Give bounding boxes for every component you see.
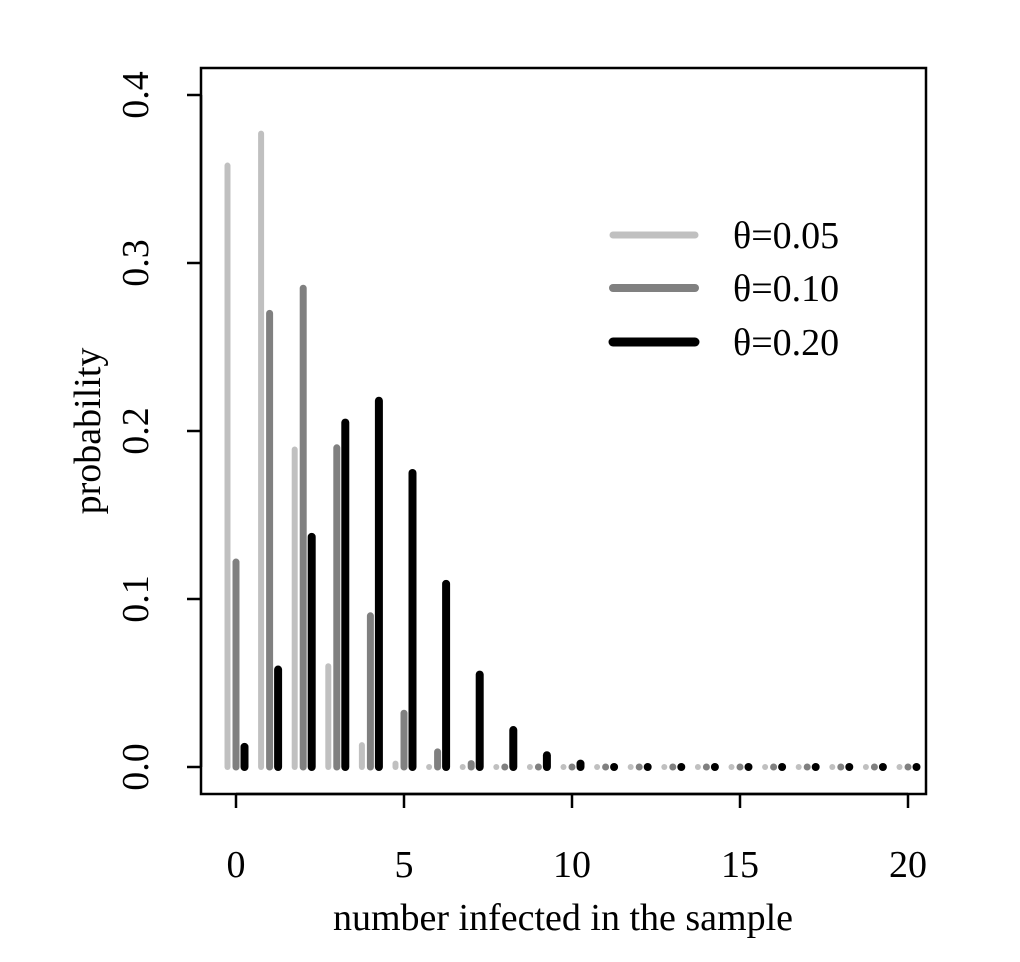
bars-group (224, 130, 921, 771)
x-tick-label: 0 (227, 844, 246, 886)
legend: θ=0.05 θ=0.10 θ=0.20 (608, 215, 839, 364)
x-tick-label: 5 (395, 844, 414, 886)
y-axis: 0.0 0.1 0.2 0.3 0.4 (115, 71, 203, 791)
x-tick-label: 10 (553, 844, 591, 886)
legend-label-series1: θ=0.05 (733, 215, 839, 257)
x-tick-label: 20 (889, 844, 927, 886)
x-axis-title: number infected in the sample (333, 897, 793, 939)
y-tick-label: 0.1 (115, 575, 157, 623)
legend-label-series3: θ=0.20 (733, 322, 839, 364)
y-tick-label: 0.0 (115, 743, 157, 791)
x-axis: 0 5 10 15 20 (227, 792, 927, 886)
y-tick-label: 0.4 (115, 71, 157, 119)
y-tick-label: 0.3 (115, 239, 157, 287)
y-axis-title: probability (67, 348, 109, 515)
legend-label-series2: θ=0.10 (733, 268, 839, 310)
y-tick-label: 0.2 (115, 407, 157, 455)
x-tick-label: 15 (721, 844, 759, 886)
